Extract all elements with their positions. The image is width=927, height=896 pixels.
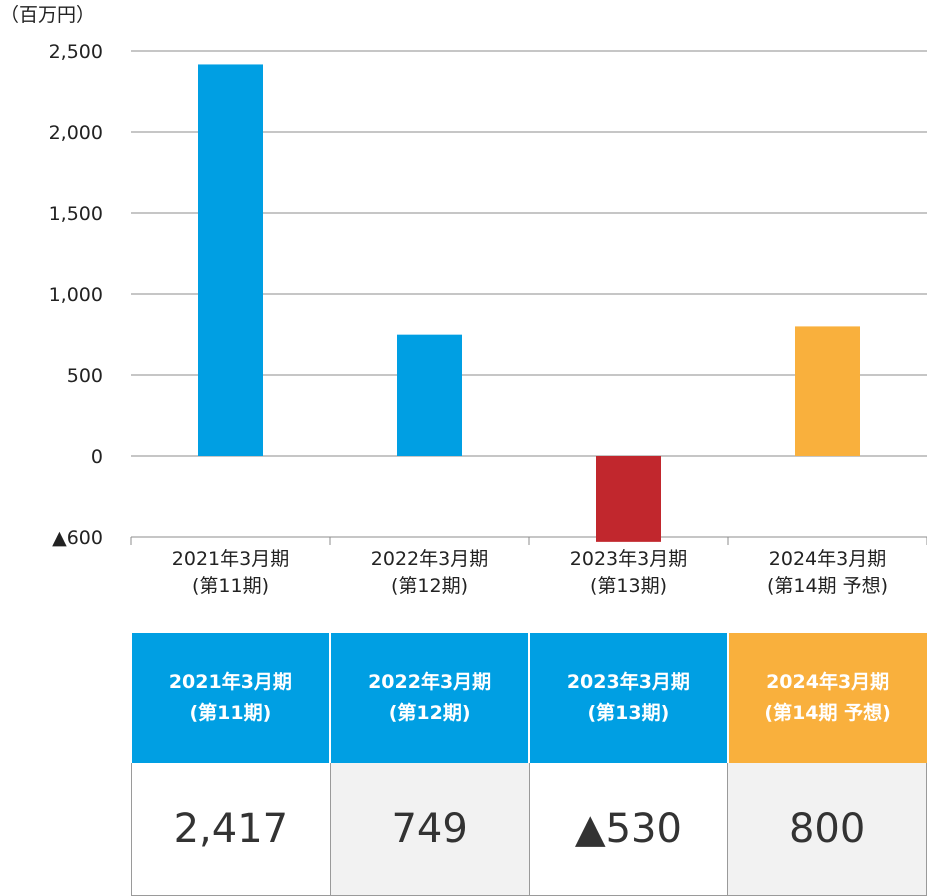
- bar: [596, 456, 661, 542]
- bar-chart: （百万円） 2,500 2,000 1,500 1,000 500 0 ▲600 2021年…: [0, 4, 927, 597]
- bar: [397, 334, 462, 456]
- table-header-line2: (第13期): [587, 702, 670, 725]
- x-category-label: 2023年3月期: [570, 548, 687, 570]
- table-header-line1: 2024年3月期: [766, 671, 890, 694]
- x-category-label: 2021年3月期: [172, 548, 289, 570]
- table-header-line2: (第12期): [388, 702, 471, 725]
- unit-label: （百万円）: [0, 4, 95, 26]
- table-header-line2: (第11期): [189, 702, 272, 725]
- table-header-cell: 2024年3月期 (第14期 予想): [727, 633, 927, 764]
- table-header-cell: 2021年3月期 (第11期): [131, 633, 332, 764]
- y-tick-label: 0: [91, 446, 103, 468]
- table-value-cell: 749: [329, 763, 529, 896]
- x-category-label: (第11期): [192, 575, 269, 597]
- table-header-cell: 2022年3月期 (第12期): [330, 633, 530, 764]
- table-header-line1: 2021年3月期: [168, 671, 292, 694]
- bar: [198, 64, 263, 457]
- y-tick-label: 2,500: [49, 41, 103, 63]
- y-tick-label: 1,000: [49, 284, 103, 306]
- table-header-cell: 2023年3月期 (第13期): [529, 633, 729, 764]
- table-value-cell: 2,417: [131, 763, 331, 896]
- y-tick-label: 500: [67, 365, 103, 387]
- table-value-cell: 800: [727, 763, 927, 896]
- x-category-label: (第12期): [391, 575, 468, 597]
- table-header-line1: 2023年3月期: [566, 671, 690, 694]
- bar: [795, 326, 860, 456]
- x-category-label: (第14期 予想): [767, 575, 888, 597]
- data-table: 2021年3月期 (第11期) 2022年3月期 (第12期) 2023年3月期…: [131, 633, 927, 896]
- x-category-label: 2022年3月期: [371, 548, 488, 570]
- y-tick-label: ▲600: [52, 527, 103, 549]
- x-category-label: (第13期): [590, 575, 667, 597]
- table-header-line2: (第14期 予想): [764, 702, 891, 725]
- y-tick-label: 2,000: [49, 122, 103, 144]
- x-category-label: 2024年3月期: [769, 548, 886, 570]
- y-tick-label: 1,500: [49, 203, 103, 225]
- table-header-line1: 2022年3月期: [368, 671, 492, 694]
- table-value-cell: ▲530: [528, 763, 728, 896]
